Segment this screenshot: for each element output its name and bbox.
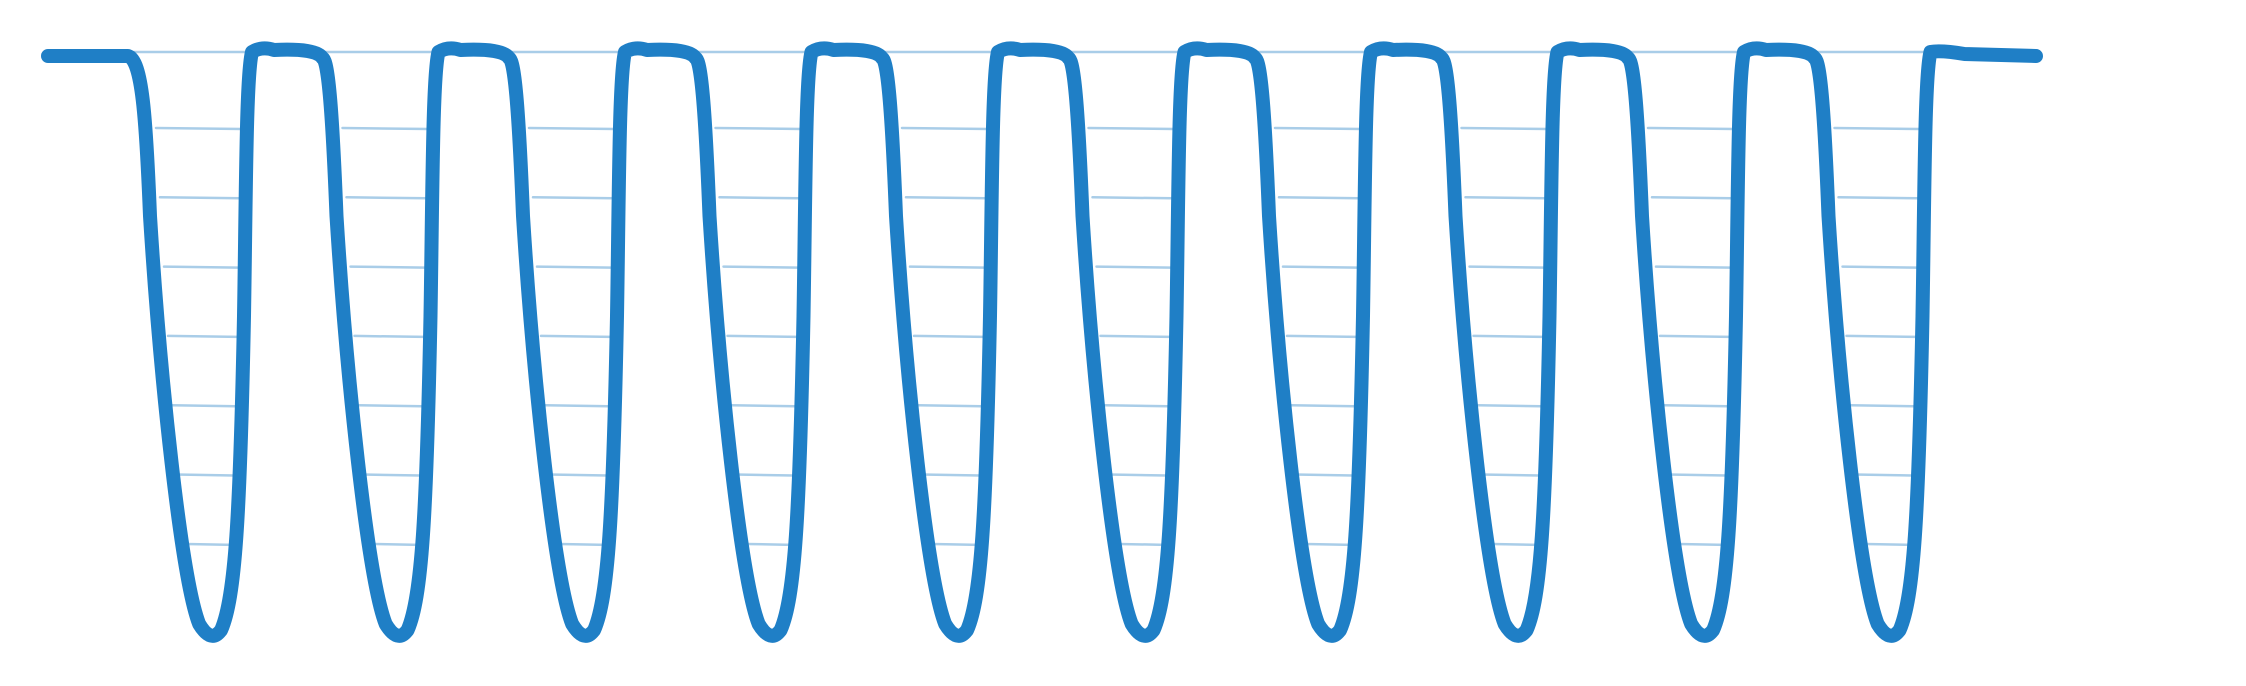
rungs-layer	[126, 50, 1946, 547]
rung-line	[1095, 265, 1173, 269]
rung-line	[722, 265, 800, 269]
rung-line	[1273, 126, 1363, 131]
rung-line	[916, 403, 983, 408]
rung-line	[1289, 403, 1356, 408]
rung-line	[357, 403, 424, 408]
rung-line	[162, 265, 241, 269]
rung-line	[349, 265, 427, 269]
rung-line	[730, 403, 797, 408]
rung-line	[345, 196, 429, 200]
rung-line	[1091, 196, 1175, 200]
rung-line	[1480, 473, 1541, 477]
rung-line	[174, 473, 236, 477]
rung-line	[1277, 196, 1361, 200]
rung-line	[154, 126, 244, 131]
rung-line	[1662, 403, 1729, 408]
rung-line	[170, 403, 237, 408]
rung-line	[1646, 126, 1736, 131]
rung-line	[353, 334, 425, 339]
rung-line	[1087, 126, 1176, 131]
wave-layer	[41, 41, 2043, 643]
rung-line	[547, 473, 609, 477]
wave-line	[41, 41, 2043, 643]
rung-line	[920, 473, 982, 477]
rung-line	[1107, 473, 1168, 477]
rung-line	[1654, 265, 1733, 269]
rung-line	[1464, 196, 1548, 200]
rung-line	[908, 265, 987, 269]
rung-line	[912, 334, 985, 339]
rung-line	[1103, 403, 1170, 408]
rung-line	[361, 473, 422, 477]
rung-line	[1650, 196, 1734, 200]
rung-line	[1472, 334, 1544, 339]
rung-line	[527, 126, 617, 131]
rung-line	[1460, 126, 1549, 131]
rung-line	[1281, 265, 1360, 269]
rung-line	[1853, 473, 1914, 477]
rung-line	[900, 126, 990, 131]
rung-line	[535, 265, 614, 269]
rung-line	[714, 126, 803, 131]
rung-line	[1468, 265, 1546, 269]
rung-line	[166, 334, 239, 339]
rung-line	[1293, 473, 1355, 477]
rung-line	[1833, 126, 1922, 131]
rung-line	[539, 334, 612, 339]
rung-line	[726, 334, 798, 339]
rung-line	[341, 126, 430, 131]
rung-line	[158, 196, 242, 200]
rung-line	[1845, 334, 1917, 339]
rung-line	[1666, 473, 1728, 477]
rung-line	[1285, 334, 1358, 339]
rung-line	[543, 403, 610, 408]
rung-line	[734, 473, 795, 477]
rung-line	[531, 196, 615, 200]
rung-line	[1658, 334, 1731, 339]
rung-line	[904, 196, 988, 200]
rung-line	[1099, 334, 1171, 339]
rung-line	[718, 196, 802, 200]
rung-line	[1849, 403, 1916, 408]
rung-line	[1841, 265, 1919, 269]
rung-line	[1837, 196, 1921, 200]
rung-line	[1476, 403, 1543, 408]
